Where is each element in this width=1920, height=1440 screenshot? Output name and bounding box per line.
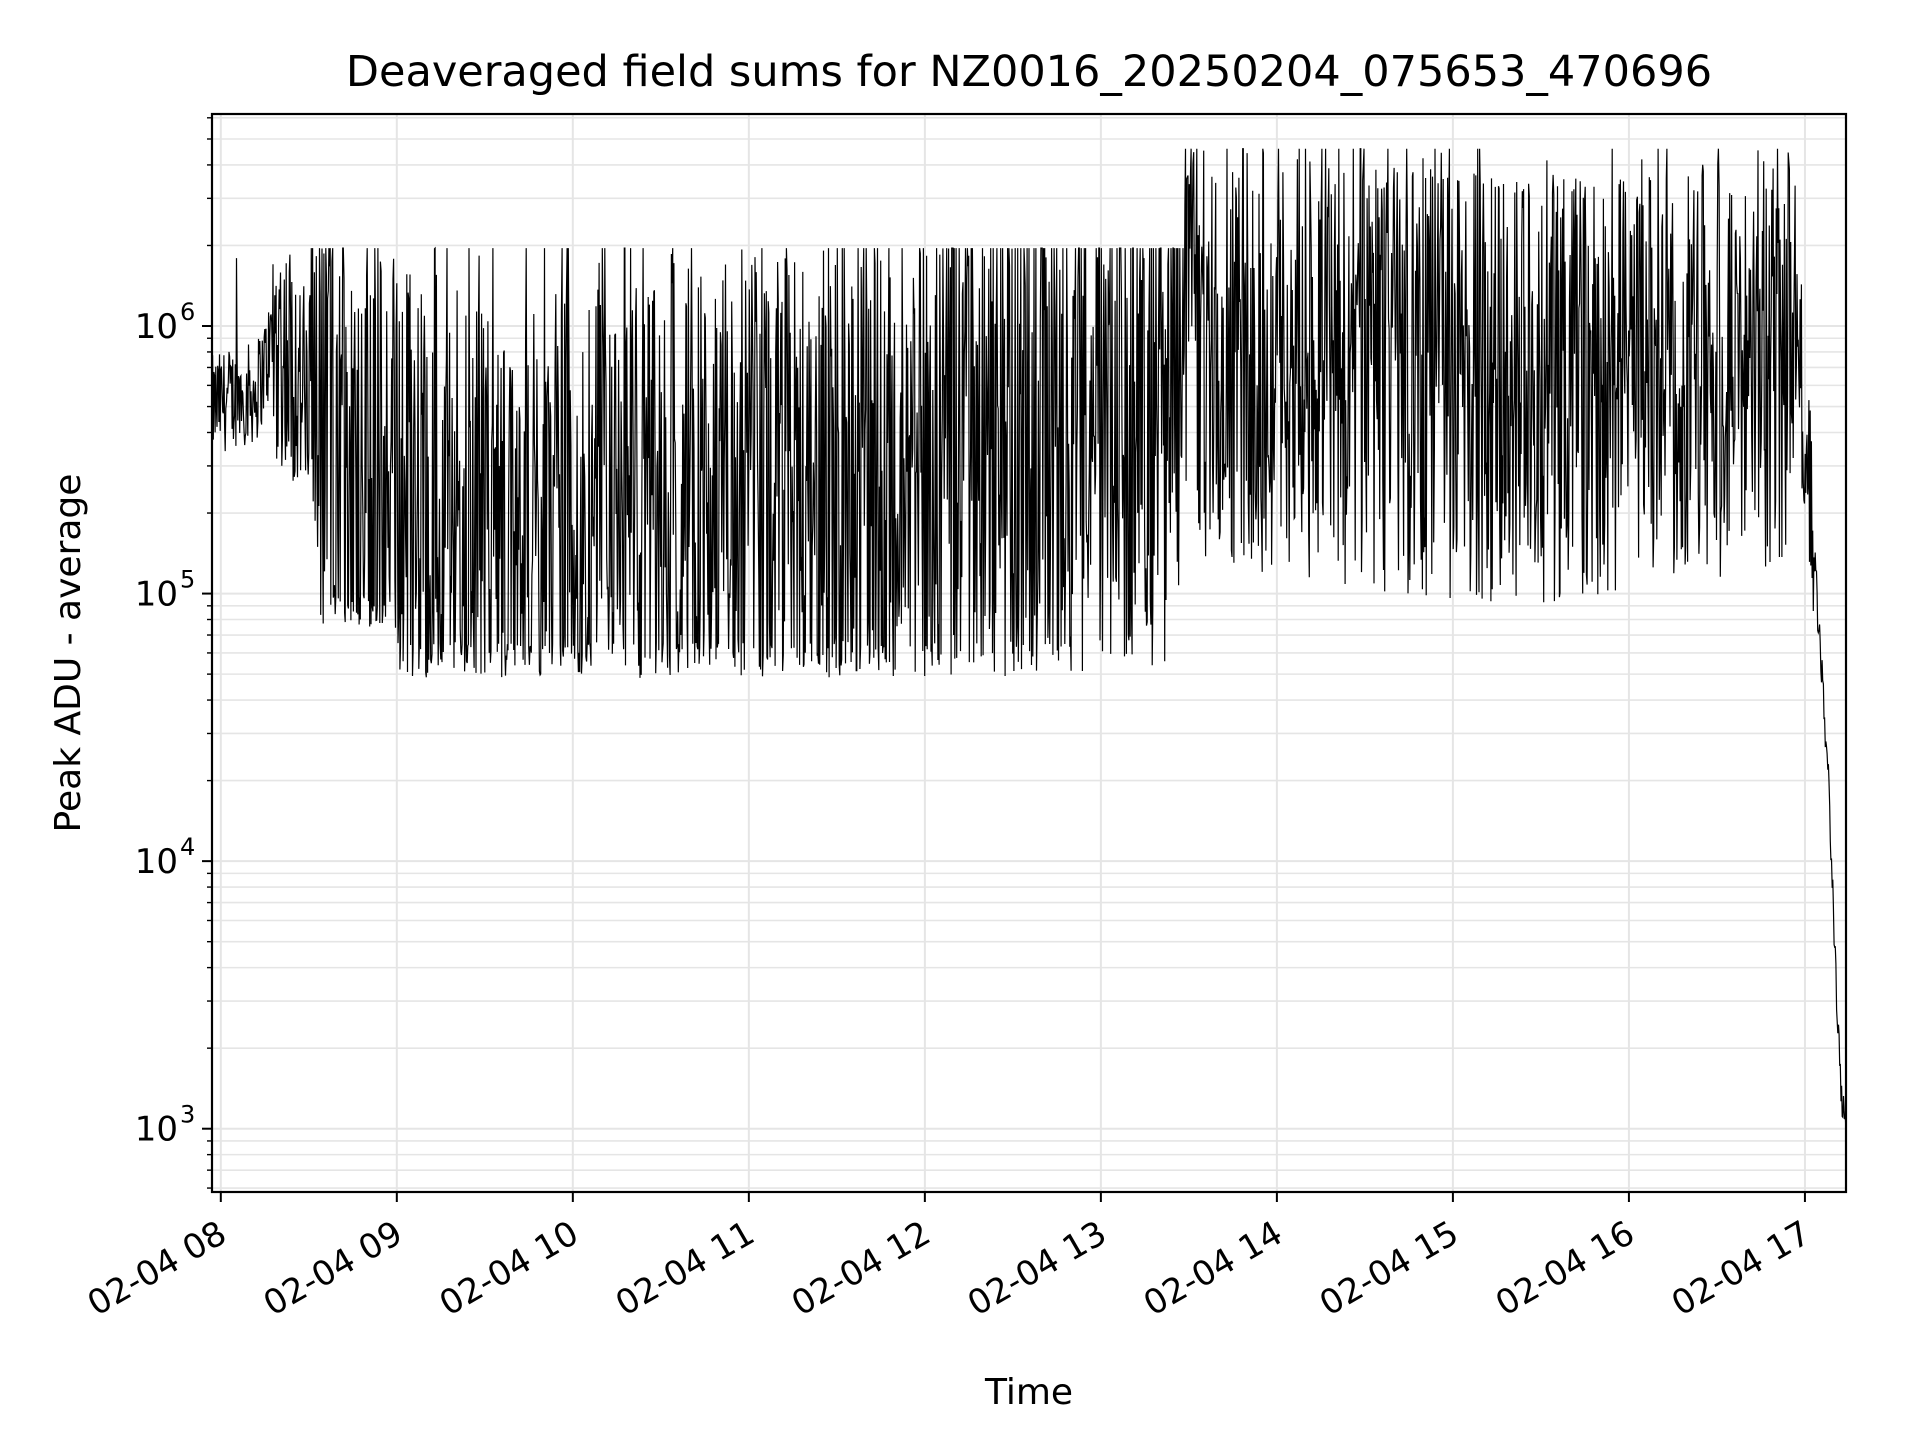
series-line <box>212 148 1846 1137</box>
y-tick-label-exp: 6 <box>180 298 195 326</box>
y-tick-label-exp: 5 <box>180 566 195 594</box>
plot-area <box>212 148 1846 1137</box>
y-tick-label-base: 10 <box>135 842 178 882</box>
y-tick-label-exp: 3 <box>180 1101 195 1129</box>
y-tick-label-exp: 4 <box>180 833 195 861</box>
y-tick-label-base: 10 <box>135 307 178 347</box>
x-axis-label: Time <box>984 1372 1073 1413</box>
y-axis-label: Peak ADU - average <box>48 474 89 833</box>
y-tick-label-base: 10 <box>135 575 178 615</box>
chart-title: Deaveraged field sums for NZ0016_2025020… <box>346 47 1712 97</box>
y-tick-label-base: 10 <box>135 1110 178 1150</box>
